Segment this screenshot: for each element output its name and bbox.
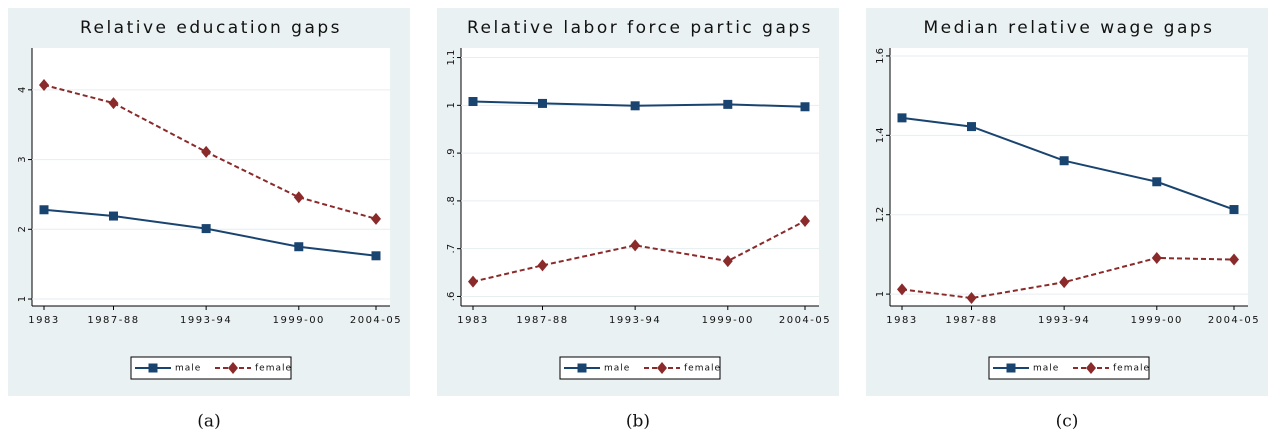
chart-title: Relative education gaps — [80, 18, 342, 38]
chart-title: Relative labor force partic gaps — [467, 18, 813, 38]
marker — [294, 242, 304, 252]
y-tick-label: .7 — [446, 244, 457, 254]
marker — [537, 259, 548, 272]
marker — [468, 275, 478, 288]
chart-title: Median relative wage gaps — [923, 18, 1214, 38]
marker — [1006, 363, 1016, 373]
legend-box — [130, 356, 292, 380]
marker — [1059, 156, 1069, 166]
y-tick-label: 1 — [17, 296, 28, 302]
marker — [722, 255, 733, 268]
marker — [468, 97, 478, 107]
legend-box — [988, 356, 1150, 380]
marker — [371, 251, 381, 261]
marker — [897, 283, 907, 296]
legend-label: female — [1113, 364, 1150, 374]
x-tick-label: 1987-88 — [87, 315, 139, 326]
plot-area — [890, 48, 1248, 306]
marker — [800, 102, 810, 112]
marker — [1152, 177, 1162, 187]
legend-label: female — [255, 364, 292, 374]
marker — [148, 363, 158, 373]
legend-box — [559, 356, 721, 380]
marker — [39, 78, 49, 91]
y-tick-label: 3 — [17, 156, 28, 162]
y-tick-label: 2 — [17, 226, 28, 232]
caption: (b) — [626, 412, 650, 432]
marker — [371, 212, 381, 225]
legend-label: male — [175, 364, 201, 374]
marker — [537, 98, 547, 108]
marker — [201, 224, 211, 234]
y-tick-label: 1 — [446, 102, 457, 108]
x-tick-label: 1999-00 — [702, 315, 754, 326]
marker — [1151, 251, 1162, 264]
marker — [630, 101, 640, 111]
x-tick-label: 1993-94 — [609, 315, 661, 326]
marker — [108, 211, 118, 221]
x-tick-label: 1983 — [28, 315, 59, 326]
marker — [966, 122, 976, 132]
x-tick-label: 1993-94 — [180, 315, 232, 326]
caption: (c) — [1056, 412, 1079, 432]
x-tick-label: 2004-05 — [779, 315, 831, 326]
marker — [1059, 276, 1070, 289]
y-tick-label: .9 — [446, 148, 457, 158]
y-tick-label: 4 — [17, 87, 28, 93]
x-tick-label: 1983 — [457, 315, 488, 326]
series-line — [472, 220, 806, 283]
marker — [1086, 362, 1096, 374]
marker — [1229, 205, 1239, 215]
x-tick-label: 1999-00 — [273, 315, 325, 326]
legend-label: female — [684, 364, 721, 374]
plot-area — [461, 48, 819, 306]
y-tick-label: 1.4 — [875, 127, 886, 143]
marker — [630, 239, 641, 252]
marker — [723, 99, 733, 109]
y-tick-label: 1.1 — [446, 50, 457, 66]
marker — [577, 363, 587, 373]
y-tick-label: 1.6 — [875, 48, 886, 64]
marker — [966, 292, 977, 305]
x-tick-label: 1999-00 — [1131, 315, 1183, 326]
x-tick-label: 1987-88 — [516, 315, 568, 326]
y-tick-label: .8 — [446, 196, 457, 206]
marker — [1229, 253, 1239, 266]
y-tick-label: .6 — [446, 292, 457, 302]
x-tick-label: 2004-05 — [350, 315, 402, 326]
legend-label: male — [1033, 364, 1059, 374]
x-tick-label: 1987-88 — [945, 315, 997, 326]
x-tick-label: 2004-05 — [1208, 315, 1260, 326]
marker — [108, 97, 119, 110]
legend-label: male — [604, 364, 630, 374]
x-tick-label: 1993-94 — [1038, 315, 1090, 326]
marker — [657, 362, 667, 374]
y-tick-label: 1 — [875, 291, 886, 297]
marker — [293, 191, 304, 204]
marker — [897, 113, 907, 123]
marker — [228, 362, 238, 374]
plot-area — [32, 48, 390, 306]
y-tick-label: 1.2 — [875, 207, 886, 223]
marker — [800, 214, 810, 227]
x-tick-label: 1983 — [886, 315, 917, 326]
marker — [201, 145, 212, 158]
caption: (a) — [197, 412, 220, 432]
marker — [39, 205, 49, 215]
